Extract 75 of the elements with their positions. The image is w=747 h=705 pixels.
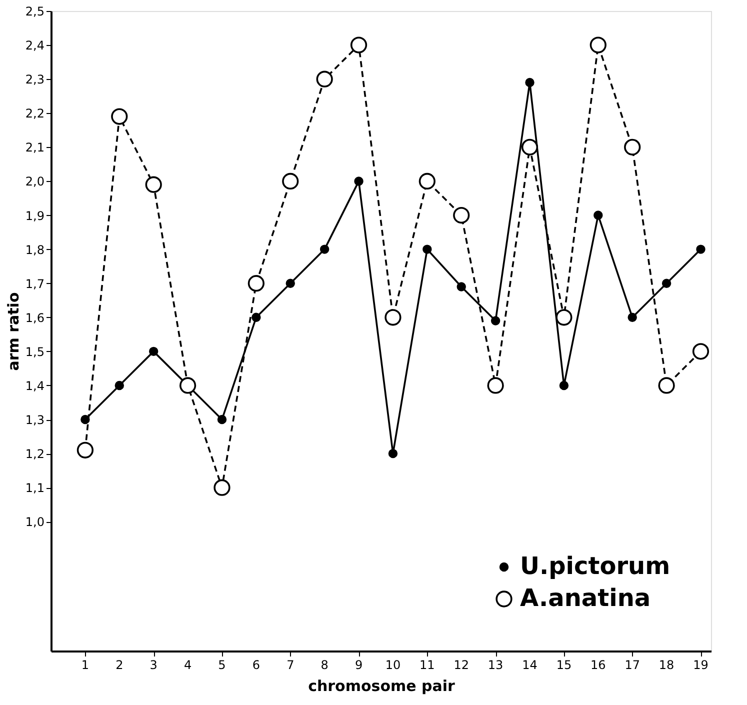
x-tick-label: 1 bbox=[81, 658, 90, 672]
y-tick-label: 2,2 bbox=[25, 106, 44, 121]
y-tick-label: 1,1 bbox=[25, 481, 44, 496]
x-axis-title: chromosome pair bbox=[308, 677, 456, 695]
x-tick-label: 19 bbox=[693, 658, 708, 672]
x-tick-label: 6 bbox=[252, 658, 260, 672]
y-tick-label: 2,3 bbox=[25, 72, 44, 87]
point bbox=[148, 346, 158, 356]
x-tick-label: 14 bbox=[522, 658, 538, 672]
point bbox=[145, 176, 162, 193]
x-tick-label: 5 bbox=[218, 658, 226, 672]
point bbox=[422, 244, 432, 254]
x-tick-label: 4 bbox=[184, 658, 192, 672]
x-tick-label: 8 bbox=[320, 658, 328, 672]
x-tick-label: 10 bbox=[385, 658, 401, 672]
point bbox=[521, 138, 538, 156]
point bbox=[214, 479, 230, 496]
point bbox=[282, 172, 299, 190]
point bbox=[388, 448, 398, 458]
point bbox=[111, 108, 128, 125]
y-tick-label: 1,9 bbox=[25, 208, 44, 223]
x-tick-label: 18 bbox=[658, 658, 674, 672]
legend-label: U.pictorum bbox=[520, 552, 670, 580]
point bbox=[658, 377, 675, 394]
x-tick-label: 3 bbox=[150, 658, 158, 672]
x-tick-label: 9 bbox=[354, 658, 363, 672]
y-tick-label: 1,7 bbox=[25, 276, 44, 291]
y-tick-label: 1,5 bbox=[25, 344, 44, 359]
point bbox=[456, 282, 466, 292]
x-tick-label: 7 bbox=[286, 658, 294, 672]
y-axis-title: arm ratio bbox=[4, 292, 22, 371]
point bbox=[350, 36, 368, 54]
point bbox=[252, 312, 261, 322]
point bbox=[594, 210, 603, 220]
y-tick-label: 2,1 bbox=[25, 140, 44, 155]
x-tick-label: 13 bbox=[488, 658, 504, 672]
point bbox=[80, 414, 90, 424]
y-tick-label: 2,0 bbox=[25, 174, 44, 189]
point bbox=[316, 70, 333, 88]
point bbox=[320, 244, 330, 254]
point bbox=[696, 244, 706, 254]
x-tick-label: 15 bbox=[556, 658, 572, 672]
point bbox=[286, 278, 295, 288]
point bbox=[662, 278, 672, 288]
point bbox=[490, 316, 500, 326]
point bbox=[525, 78, 534, 88]
y-tick-label: 1,4 bbox=[25, 378, 44, 393]
x-tick-label: 2 bbox=[116, 658, 124, 672]
x-tick-label: 11 bbox=[420, 658, 435, 672]
x-tick-label: 16 bbox=[590, 658, 606, 672]
y-tick-label: 1,2 bbox=[25, 447, 44, 462]
point bbox=[487, 377, 504, 394]
y-tick-label: 1,3 bbox=[25, 413, 44, 428]
point bbox=[217, 414, 227, 424]
x-tick-label: 12 bbox=[454, 658, 470, 672]
point bbox=[590, 36, 606, 54]
point bbox=[559, 380, 569, 390]
point bbox=[628, 312, 637, 322]
point bbox=[418, 172, 436, 190]
y-tick-label: 2,5 bbox=[25, 4, 44, 18]
point bbox=[248, 275, 264, 292]
point bbox=[624, 138, 641, 156]
y-tick-label: 1,8 bbox=[25, 242, 44, 257]
point bbox=[692, 343, 710, 360]
y-tick-label: 1,0 bbox=[25, 515, 44, 530]
x-tick-label: 17 bbox=[624, 658, 640, 672]
point bbox=[354, 176, 364, 186]
y-tick-label: 2,4 bbox=[25, 38, 44, 53]
point bbox=[556, 309, 572, 326]
point bbox=[384, 309, 402, 326]
legend-label: A.anatina bbox=[520, 584, 651, 612]
point bbox=[453, 206, 470, 224]
point bbox=[76, 442, 94, 458]
point bbox=[114, 380, 124, 390]
y-tick-label: 1,6 bbox=[25, 310, 44, 325]
